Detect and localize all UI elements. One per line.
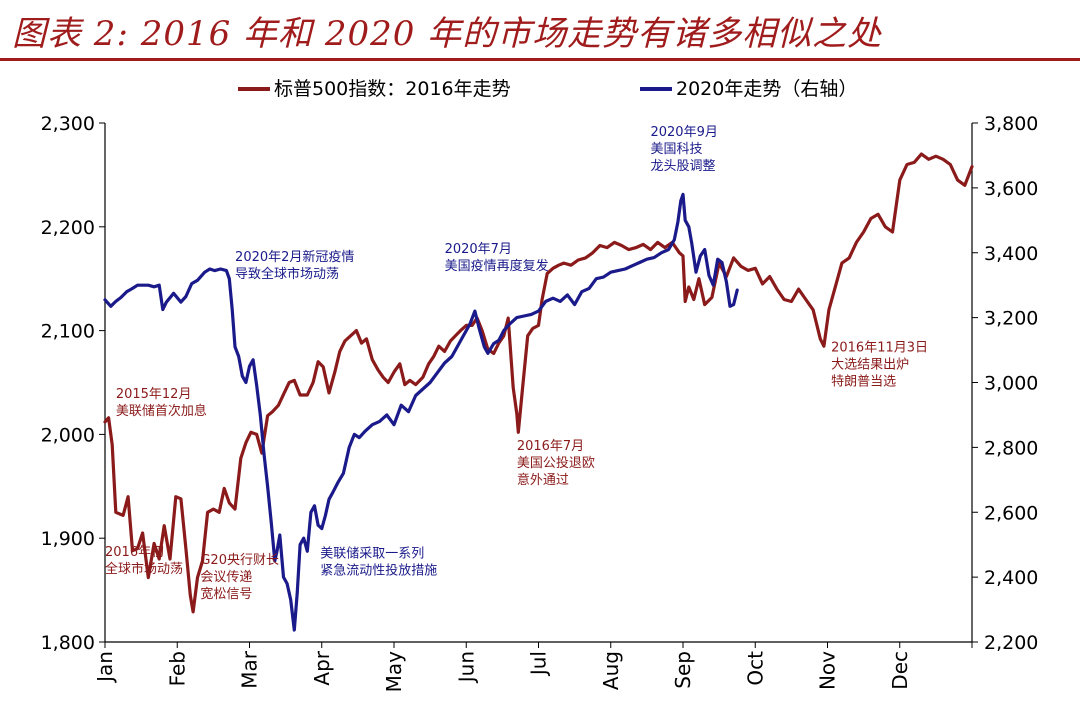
legend: 标普500指数：2016年走势 2020年走势（右轴） <box>238 78 857 100</box>
annotation-line: 大选结果出炉 <box>831 357 909 372</box>
series-lines <box>103 152 974 632</box>
axes: 1,800 1,900 2,000 2,100 2,200 2,300 2,200 2,400… <box>41 113 1039 692</box>
annotation-label: 2020年2月新冠疫情导致全球市场动荡 <box>235 249 354 282</box>
annotation-label: 2015年12月美联储首次加息 <box>116 387 207 419</box>
annotation-line: 2016年11月3日 <box>831 340 928 355</box>
series-2016-line <box>103 152 974 614</box>
x-tick-label: Nov <box>816 651 840 690</box>
x-tick-label: May <box>382 651 406 693</box>
annotation-line: 2016年初 <box>105 545 164 560</box>
annotation-line: 全球市场动荡 <box>105 561 183 577</box>
annotation-line: 美国公投退欧 <box>517 455 595 471</box>
annotation-label: G20央行财长会议传递宽松信号 <box>200 553 279 602</box>
annotation-line: 紧急流动性投放措施 <box>320 563 437 579</box>
annotation-line: 意外通过 <box>517 472 569 488</box>
annotation-line: 2020年9月 <box>650 125 717 140</box>
right-tick-label: 2,800 <box>984 437 1038 459</box>
x-tick-label: Apr <box>310 650 334 685</box>
annotation-line: 美联储采取一系列 <box>320 547 424 562</box>
annotations: 2015年12月美联储首次加息 2016年初全球市场动荡 G20央行财长会议传递宽松… <box>105 125 928 602</box>
annotation-label: 2020年7月美国疫情再度复发 <box>445 242 549 274</box>
right-tick-label: 3,600 <box>984 178 1038 200</box>
annotation-line: 会议传递 <box>200 570 252 585</box>
x-tick-label: Mar <box>238 650 262 689</box>
left-tick-label: 2,000 <box>41 424 95 446</box>
right-tick-label: 2,600 <box>984 502 1038 524</box>
right-tick-label: 2,200 <box>984 632 1038 654</box>
left-tick-label: 1,800 <box>41 632 95 654</box>
annotation-line: 2015年12月 <box>116 387 192 402</box>
x-tick-label: Jun <box>454 651 478 684</box>
left-tick-label: 1,900 <box>41 528 95 550</box>
annotation-line: 美国科技 <box>650 142 702 157</box>
annotation-line: 特朗普当选 <box>831 374 896 389</box>
annotation-label: 美联储采取一系列紧急流动性投放措施 <box>320 547 437 579</box>
x-tick-label: Aug <box>599 651 623 690</box>
right-tick-label: 3,200 <box>984 308 1038 330</box>
annotation-line: 2016年7月 <box>517 439 584 454</box>
annotation-label: 2016年7月美国公投退欧意外通过 <box>517 439 595 488</box>
annotation-line: 2020年2月新冠疫情 <box>235 249 354 265</box>
series-2020-line <box>103 192 739 632</box>
page-title: 图表 2: 2016 年和 2020 年的市场走势有诸多相似之处 <box>12 14 883 54</box>
annotation-label: 2016年11月3日大选结果出炉特朗普当选 <box>831 340 928 389</box>
title-rule <box>0 58 1080 61</box>
x-tick-label: Feb <box>165 651 189 686</box>
annotation-label: 2020年9月美国科技龙头股调整 <box>650 125 717 174</box>
x-tick-label: Dec <box>888 651 912 690</box>
annotation-line: 美联储首次加息 <box>116 403 207 419</box>
annotation-line: G20央行财长 <box>200 553 279 568</box>
right-tick-label: 3,800 <box>984 113 1038 135</box>
right-tick-label: 2,400 <box>984 567 1038 589</box>
x-tick-label: Sep <box>671 651 695 689</box>
annotation-line: 2020年7月 <box>445 242 512 257</box>
x-tick-label: Oct <box>743 651 767 686</box>
annotation-line: 龙头股调整 <box>650 159 715 174</box>
legend-label: 标普500指数：2016年走势 <box>274 78 511 100</box>
x-tick-label: Jan <box>93 651 117 684</box>
left-tick-label: 2,300 <box>41 113 95 135</box>
right-tick-label: 3,000 <box>984 373 1038 395</box>
annotation-label: 2016年初全球市场动荡 <box>105 545 183 577</box>
annotation-line: 导致全球市场动荡 <box>235 266 339 282</box>
legend-label: 2020年走势（右轴） <box>676 78 857 100</box>
right-tick-label: 3,400 <box>984 243 1038 265</box>
left-tick-label: 2,200 <box>41 217 95 239</box>
annotation-line: 宽松信号 <box>200 586 252 602</box>
annotation-line: 美国疫情再度复发 <box>445 258 549 274</box>
left-tick-label: 2,100 <box>41 321 95 343</box>
x-tick-label: Jul <box>527 651 551 677</box>
